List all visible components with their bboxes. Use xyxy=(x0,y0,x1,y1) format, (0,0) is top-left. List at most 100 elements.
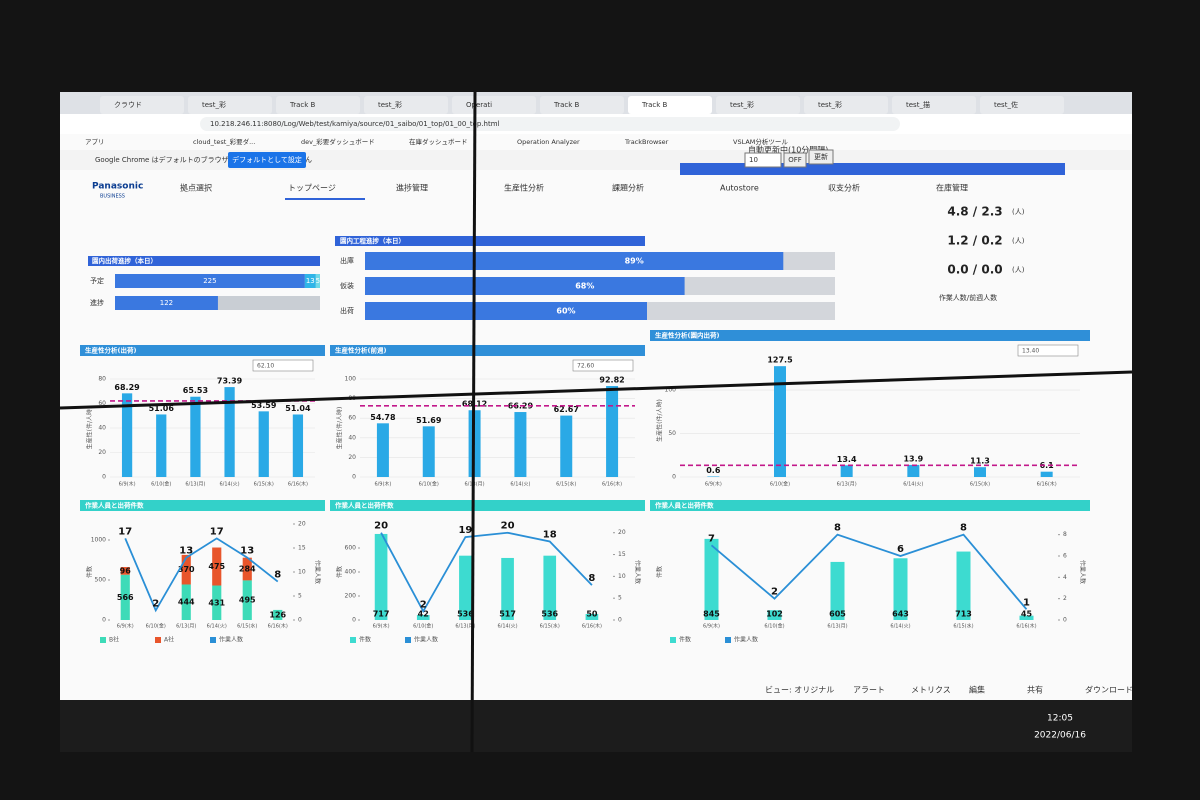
off-label[interactable]: OFF xyxy=(788,156,802,164)
x-tick-label: 6/10(金) xyxy=(146,623,166,630)
row-label: 仮装 xyxy=(340,281,354,290)
y2-axis-label: 作業人数 xyxy=(634,560,642,584)
footer-item[interactable]: ビュー: オリジナル xyxy=(765,686,834,695)
x-tick-label: 6/13(月) xyxy=(176,624,196,630)
footer-item[interactable]: ダウンロード xyxy=(1085,685,1133,695)
nav-item[interactable]: 生産性分析 xyxy=(504,183,544,193)
interval-input[interactable] xyxy=(744,152,782,168)
bar xyxy=(543,555,557,620)
bar xyxy=(514,412,527,477)
bar xyxy=(707,476,720,477)
notice-button[interactable] xyxy=(228,152,306,168)
tab[interactable] xyxy=(452,96,536,114)
y-axis-label: 件数 xyxy=(336,566,344,578)
tab-label[interactable]: Track B xyxy=(553,101,580,109)
footer-item[interactable]: 共有 xyxy=(1027,685,1043,695)
tab-label[interactable]: test_彩 xyxy=(378,100,402,109)
line xyxy=(380,531,593,614)
x-tick-label: 6/15(水) xyxy=(970,481,990,488)
tab-label[interactable]: Track B xyxy=(289,101,316,109)
tab[interactable] xyxy=(628,96,712,114)
line-value: 6 xyxy=(897,544,904,555)
chart-title: 作業人員と出荷件数 xyxy=(85,501,144,510)
y-tick-label: 100 xyxy=(665,387,677,394)
bookmark[interactable]: 在庫ダッシュボード xyxy=(409,137,468,146)
tab-label[interactable]: test_彩 xyxy=(818,100,842,109)
refresh-button[interactable] xyxy=(808,149,834,165)
footer-item[interactable]: メトリクス xyxy=(911,686,951,695)
line-value: 8 xyxy=(588,573,595,584)
brand: Panasonic xyxy=(92,182,143,192)
bar-value: 126 xyxy=(269,610,286,619)
staff-value: 1.2 / 0.2 xyxy=(947,234,1002,248)
interval[interactable]: 10 xyxy=(749,156,758,164)
tab-label[interactable]: test_佐 xyxy=(994,100,1018,109)
bookmark[interactable]: アプリ xyxy=(85,138,105,146)
legend-label: A社 xyxy=(164,636,174,644)
progress-segment xyxy=(315,274,320,288)
banner xyxy=(680,163,1065,175)
x-tick-label: 6/15(水) xyxy=(237,623,257,630)
chart-header xyxy=(650,330,1090,341)
bar xyxy=(840,465,853,477)
nav-item[interactable]: 在庫管理 xyxy=(936,183,968,193)
tab-label[interactable]: Track B xyxy=(641,101,668,109)
legend-label: B社 xyxy=(109,636,119,644)
nav-item[interactable]: 進捗管理 xyxy=(396,183,428,193)
bookmark[interactable]: VSLAM分析ツール xyxy=(733,137,788,146)
nav-item[interactable]: Autostore xyxy=(720,184,759,193)
tab[interactable] xyxy=(804,96,888,114)
footer-item[interactable]: 編集 xyxy=(969,685,985,695)
tab[interactable] xyxy=(188,96,272,114)
footer-item[interactable]: アラート xyxy=(853,686,885,695)
tab[interactable] xyxy=(364,96,448,114)
chart-title: 作業人員と出荷件数 xyxy=(335,501,394,510)
nav-item[interactable]: 収支分析 xyxy=(828,183,860,193)
bookmark[interactable]: TrackBrowser xyxy=(624,138,669,146)
tab-label[interactable]: test_彩 xyxy=(202,100,226,109)
bar-value: 65.53 xyxy=(183,386,208,395)
tab[interactable] xyxy=(892,96,976,114)
nav-item[interactable]: 拠点選択 xyxy=(180,183,212,193)
tab[interactable] xyxy=(276,96,360,114)
bar-value: 517 xyxy=(499,610,516,619)
tab-label[interactable]: Operati xyxy=(466,101,492,109)
notice-button-label[interactable]: デフォルトとして設定 xyxy=(232,155,302,164)
bookmark[interactable]: dev_彩要ダッシュボード xyxy=(301,137,375,146)
nav-item[interactable]: トップページ xyxy=(288,184,336,193)
tab[interactable] xyxy=(716,96,800,114)
refresh-label[interactable]: 更新 xyxy=(814,152,828,161)
off-button[interactable] xyxy=(783,152,807,168)
tab[interactable] xyxy=(540,96,624,114)
tab[interactable] xyxy=(980,96,1064,114)
bar-value: 51.04 xyxy=(285,404,311,413)
x-tick-label: 6/9(木) xyxy=(705,481,722,488)
address[interactable]: 10.218.246.11:8080/Log/Web/test/kamiya/s… xyxy=(210,120,500,128)
line-value: 2 xyxy=(152,598,159,609)
screen xyxy=(60,92,1132,752)
bar xyxy=(120,567,130,575)
bar-value: 566 xyxy=(117,593,134,602)
bar-value: 102 xyxy=(766,610,783,619)
y2-tick-label: 2 xyxy=(1063,595,1067,602)
nav-item[interactable]: 課題分析 xyxy=(612,183,644,193)
tab-label[interactable]: クラウド xyxy=(114,101,142,109)
bar xyxy=(606,386,619,477)
x-tick-label: 6/15(水) xyxy=(953,623,973,630)
tab[interactable] xyxy=(100,96,184,114)
tab-label[interactable]: test_彩 xyxy=(730,100,754,109)
line-value: 19 xyxy=(458,525,472,536)
bar-value: 50 xyxy=(586,610,598,619)
row-label: 出庫 xyxy=(340,256,354,265)
bar xyxy=(704,538,719,620)
y-axis-label: 生産性(件/人時) xyxy=(86,407,94,450)
bar-value: 51.69 xyxy=(416,416,442,425)
x-tick-label: 6/9(木) xyxy=(374,481,391,488)
bookmark[interactable]: Operation Analyzer xyxy=(517,138,580,146)
bar xyxy=(907,464,920,477)
bar xyxy=(830,561,845,620)
x-tick-label: 6/16(木) xyxy=(602,481,622,488)
bookmark[interactable]: cloud_test_彩要ダ... xyxy=(193,137,255,146)
tab-label[interactable]: test_描 xyxy=(906,100,930,109)
